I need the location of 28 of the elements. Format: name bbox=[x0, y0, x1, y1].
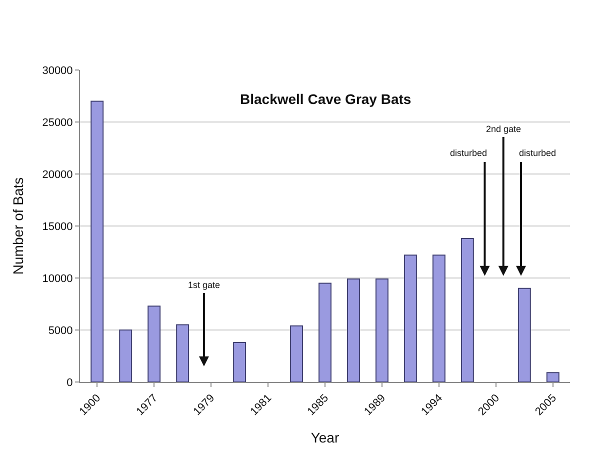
bar bbox=[176, 324, 190, 382]
bar bbox=[546, 372, 560, 382]
x-axis-title: Year bbox=[310, 429, 340, 446]
annotation: disturbed bbox=[519, 148, 556, 158]
y-tick-label: 10000 bbox=[42, 272, 73, 285]
bar bbox=[148, 306, 161, 382]
y-tick-label: 0 bbox=[66, 376, 73, 389]
y-axis-title: Number of Bats bbox=[10, 177, 26, 275]
text: Blackwell Cave Gray Bats bbox=[240, 91, 412, 107]
bar bbox=[432, 254, 446, 382]
y-tick-label: 25000 bbox=[42, 116, 73, 129]
bar bbox=[460, 238, 474, 382]
bar bbox=[90, 100, 104, 382]
bar bbox=[404, 254, 417, 382]
y-tick-label: 30000 bbox=[42, 64, 73, 77]
bar bbox=[347, 278, 360, 382]
bar bbox=[290, 325, 303, 382]
bar bbox=[119, 330, 132, 382]
annotation: 1st gate bbox=[188, 280, 220, 290]
bar bbox=[375, 278, 388, 382]
bar bbox=[318, 282, 332, 382]
annotation: disturbed bbox=[450, 148, 488, 158]
y-tick-label: 15000 bbox=[42, 220, 73, 233]
bar bbox=[233, 342, 246, 382]
y-tick-label: 20000 bbox=[42, 168, 73, 181]
annotation: 2nd gate bbox=[486, 124, 522, 134]
bar bbox=[518, 288, 531, 382]
y-tick-label: 5000 bbox=[48, 324, 73, 337]
